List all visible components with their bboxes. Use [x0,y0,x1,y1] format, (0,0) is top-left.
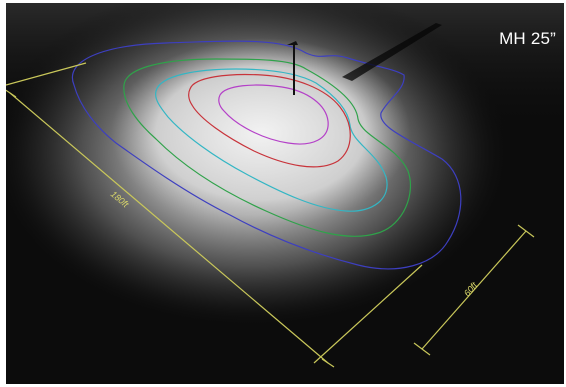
photometric-scene: 180ft 60ft MH 25” [6,3,564,384]
luminaire-head [287,41,298,45]
pole-shadow [342,23,442,81]
contour-outer [71,40,462,270]
contour-2 [123,58,412,237]
contour-4 [188,73,351,168]
mounting-height-label: MH 25” [499,29,556,48]
width-dimension-label: 60ft [462,280,480,298]
contour-inner [218,84,329,145]
contour-3 [155,68,388,212]
photometric-plot: 180ft 60ft [6,3,564,368]
light-core [111,38,411,228]
